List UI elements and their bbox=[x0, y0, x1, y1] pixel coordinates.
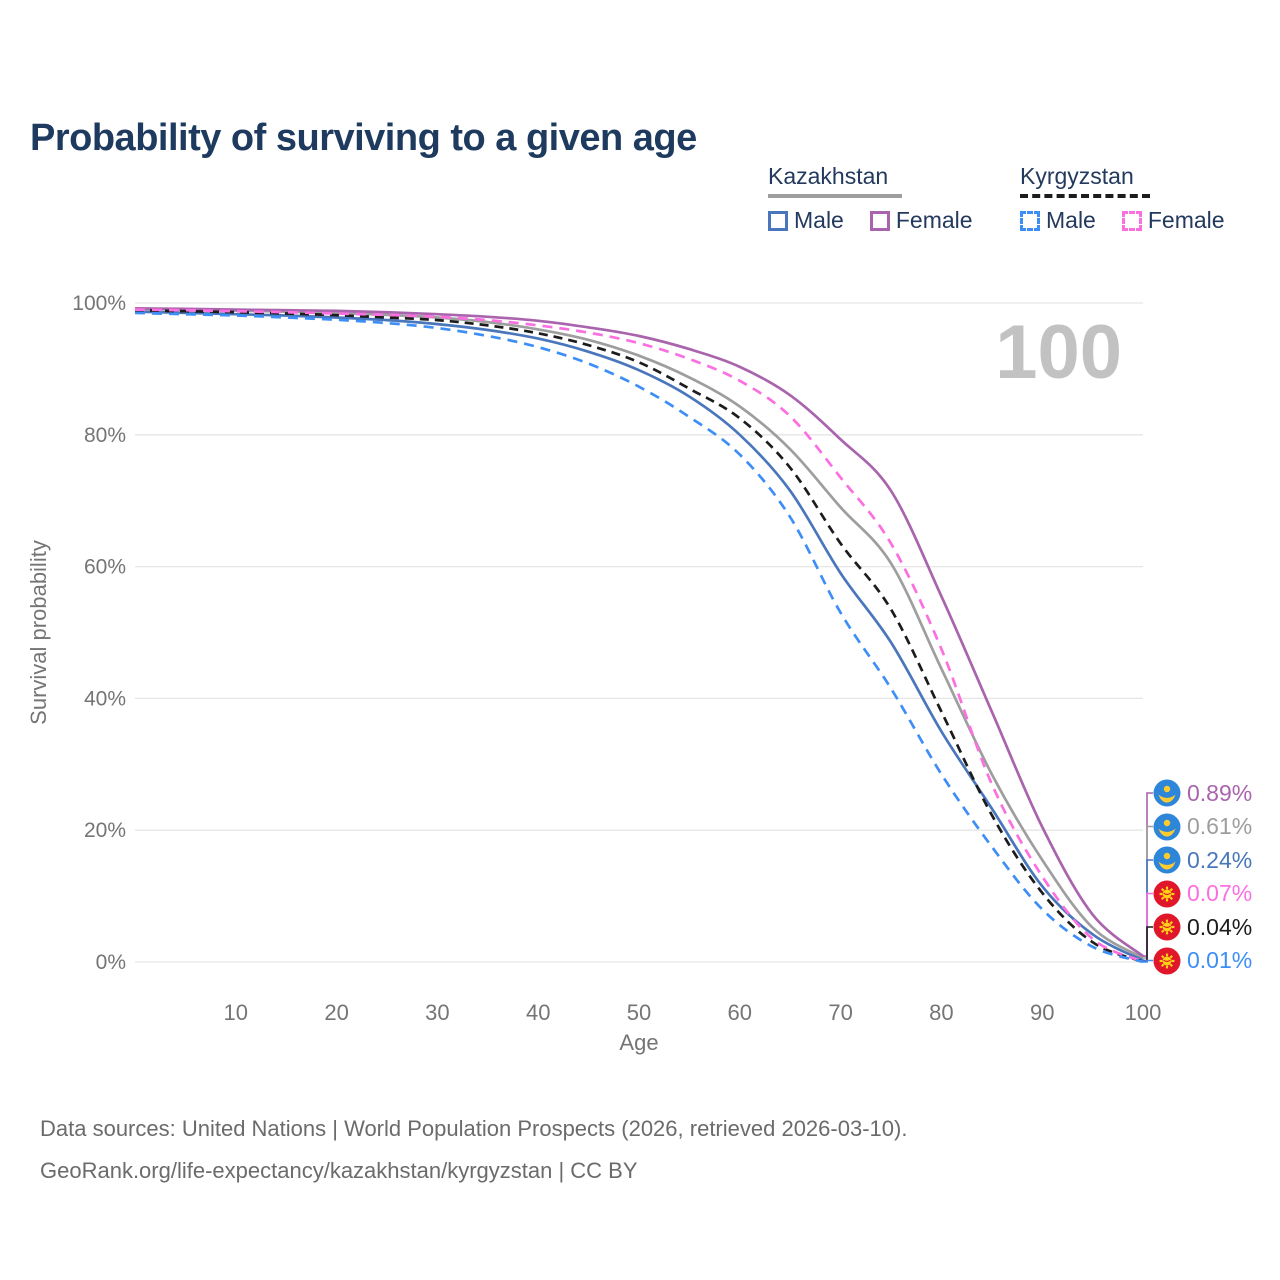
x-tick-label: 100 bbox=[1125, 1000, 1162, 1025]
series-swatch-icon bbox=[768, 210, 788, 231]
y-axis-title: Survival probability bbox=[26, 540, 51, 725]
x-tick-label: 40 bbox=[526, 1000, 550, 1025]
x-tick-label: 50 bbox=[627, 1000, 651, 1025]
end-label-kg_female: 0.07% bbox=[1153, 878, 1252, 910]
y-tick-label: 0% bbox=[96, 951, 126, 974]
watermark-age-value: 100 bbox=[995, 310, 1122, 395]
legend-item-kyrgyzstan-female[interactable]: Female bbox=[1121, 207, 1225, 234]
kazakhstan-flag-icon bbox=[1153, 813, 1181, 840]
end-label-connector bbox=[1143, 859, 1153, 962]
series-line-kz_male bbox=[134, 310, 1144, 962]
series-line-kg_all bbox=[134, 308, 1144, 963]
chart-title: Probability of surviving to a given age bbox=[30, 117, 697, 160]
series-swatch-icon bbox=[1020, 210, 1040, 231]
series-line-kz_female bbox=[134, 306, 1144, 958]
end-label-value: 0.07% bbox=[1187, 880, 1253, 906]
series-line-kz_all bbox=[134, 307, 1144, 960]
legend-country-label: Kazakhstan bbox=[768, 163, 889, 189]
end-label-value: 0.89% bbox=[1187, 779, 1253, 806]
end-label-value: 0.24% bbox=[1187, 846, 1253, 873]
x-tick-label: 20 bbox=[324, 1000, 348, 1025]
footer: Data sources: United Nations | World Pop… bbox=[40, 1108, 907, 1192]
series-swatch-icon bbox=[1121, 210, 1142, 231]
kazakhstan-flag-icon bbox=[1153, 779, 1181, 807]
x-tick-label: 80 bbox=[929, 1000, 953, 1025]
y-tick-label: 20% bbox=[84, 819, 126, 842]
kyrgyzstan-flag-icon bbox=[1153, 880, 1181, 907]
legend-item-kyrgyzstan-male[interactable]: Male bbox=[1020, 207, 1096, 234]
legend-item-label: Male bbox=[1046, 207, 1096, 233]
kyrgyzstan-flag-icon bbox=[1153, 913, 1181, 941]
end-label-kz_all: 0.61% bbox=[1153, 811, 1252, 843]
source-url-text: GeoRank.org/life-expectancy/kazakhstan/k… bbox=[40, 1158, 638, 1183]
end-label-value: 0.01% bbox=[1187, 947, 1253, 973]
x-tick-label: 70 bbox=[828, 1000, 852, 1025]
y-tick-label: 60% bbox=[84, 556, 126, 579]
legend-item-label: Female bbox=[1147, 207, 1225, 233]
legend-country-label: Kyrgyzstan bbox=[1020, 163, 1134, 189]
y-tick-label: 80% bbox=[84, 424, 126, 447]
end-label-value: 0.61% bbox=[1187, 813, 1253, 839]
series-line-kg_female bbox=[134, 308, 1144, 963]
x-tick-label: 90 bbox=[1030, 1000, 1054, 1025]
kyrgyzstan-flag-icon bbox=[1153, 947, 1181, 974]
end-label-value: 0.04% bbox=[1187, 913, 1253, 940]
x-axis-title: Age bbox=[619, 1030, 658, 1055]
end-label-connector bbox=[1143, 792, 1153, 957]
end-label-kg_all: 0.04% bbox=[1153, 911, 1252, 943]
end-label-kg_male: 0.01% bbox=[1153, 945, 1252, 977]
series-line-kg_male bbox=[134, 311, 1144, 964]
end-label-kz_female: 0.89% bbox=[1153, 777, 1252, 809]
data-sources-text: Data sources: United Nations | World Pop… bbox=[40, 1116, 908, 1141]
y-tick-label: 100% bbox=[72, 292, 126, 315]
legend-group-kazakhstan: Kazakhstan Male Female bbox=[768, 163, 973, 234]
x-tick-label: 10 bbox=[224, 1000, 248, 1025]
legend-item-kazakhstan-female[interactable]: Female bbox=[869, 207, 973, 234]
kazakhstan-flag-icon bbox=[1153, 846, 1181, 874]
legend-underline-dashed bbox=[1020, 194, 1150, 198]
end-label-kz_male: 0.24% bbox=[1153, 844, 1252, 876]
end-label-connector bbox=[1143, 825, 1153, 959]
legend-item-label: Male bbox=[794, 207, 844, 233]
x-tick-label: 60 bbox=[728, 1000, 752, 1025]
series-swatch-icon bbox=[869, 210, 890, 231]
legend-item-label: Female bbox=[895, 207, 973, 233]
y-tick-label: 40% bbox=[84, 687, 126, 710]
end-label-connector bbox=[1143, 959, 1153, 963]
legend-underline-solid bbox=[768, 194, 902, 198]
legend-item-kazakhstan-male[interactable]: Male bbox=[768, 207, 844, 234]
legend-group-kyrgyzstan: Kyrgyzstan Male Female bbox=[1020, 163, 1225, 234]
x-tick-label: 30 bbox=[425, 1000, 449, 1025]
